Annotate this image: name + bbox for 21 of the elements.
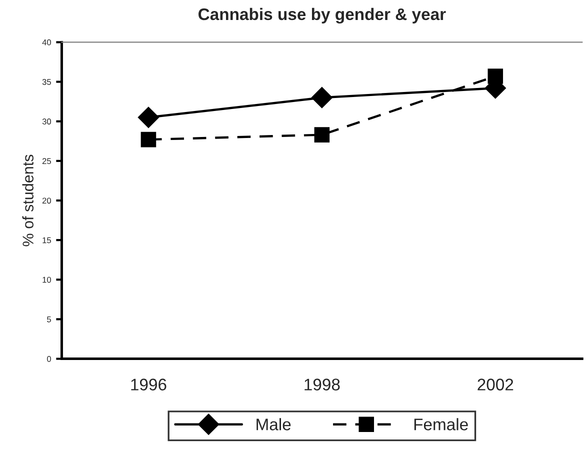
y-tick-label: 25 [42,158,51,164]
legend-label: Female [414,418,468,430]
y-tick-label: 10 [42,276,51,283]
chart-title: Cannabis use by gender & year [198,8,446,24]
y-tick-label: 30 [42,118,51,124]
point [138,107,159,128]
y-tick-label: 40 [42,39,51,46]
point [312,87,332,108]
y-tick-label: 15 [42,237,51,244]
x-tick-label: 2002 [478,378,514,390]
y-axis-title: % of students [22,154,34,246]
point [140,132,156,148]
x-tick-label: 1996 [131,378,166,390]
point [488,68,504,84]
y-tick-label: 20 [42,198,51,204]
y-tick-label: 5 [47,316,51,322]
y-tick-label: 0 [47,356,51,362]
x-tick-label: 1998 [304,378,340,390]
point [314,127,330,142]
y-tick-label: 35 [42,78,51,85]
legend-label: Male [256,418,291,430]
